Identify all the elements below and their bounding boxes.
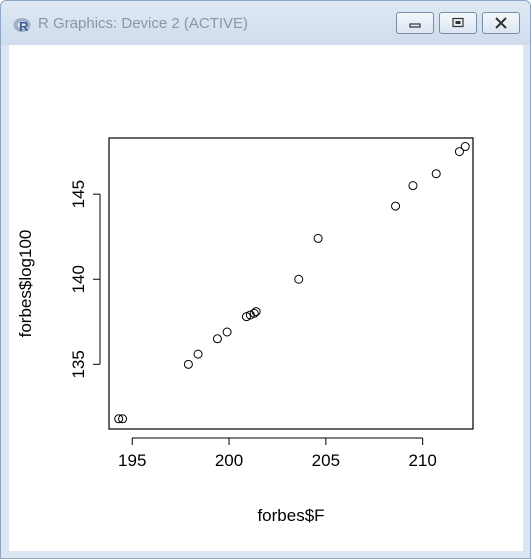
data-point — [454, 147, 464, 157]
y-tick-label: 145 — [69, 180, 88, 208]
minimize-button[interactable] — [396, 12, 434, 34]
data-point — [431, 169, 441, 179]
plot-area: 195 200 205 210 135 140 145 forbes$F forbes$l… — [9, 45, 523, 551]
data-point — [313, 233, 323, 243]
data-points — [114, 142, 470, 424]
data-point — [460, 142, 470, 152]
maximize-button[interactable] — [439, 12, 477, 34]
x-axis: 195 200 205 210 — [118, 437, 437, 470]
data-point — [183, 359, 193, 369]
x-tick-label: 205 — [312, 451, 340, 470]
data-point — [408, 181, 418, 191]
data-point — [222, 327, 232, 337]
y-axis: 135 140 145 — [69, 180, 101, 379]
plot-frame — [108, 137, 474, 430]
data-point — [294, 274, 304, 284]
data-point — [118, 414, 128, 424]
data-point — [391, 201, 401, 211]
data-point — [241, 312, 251, 322]
x-tick-label: 195 — [118, 451, 146, 470]
title-bar[interactable]: R R Graphics: Device 2 (ACTIVE) — [1, 1, 530, 45]
svg-text:R: R — [19, 19, 29, 34]
data-point — [212, 334, 222, 344]
x-tick-label: 200 — [215, 451, 243, 470]
minimize-icon — [409, 23, 421, 28]
window-title: R Graphics: Device 2 (ACTIVE) — [38, 15, 249, 32]
data-point — [114, 414, 124, 424]
x-tick-label: 210 — [408, 451, 436, 470]
x-axis-label: forbes$F — [257, 506, 324, 525]
y-axis-label: forbes$log100 — [16, 230, 35, 338]
r-logo-icon: R — [13, 18, 31, 34]
y-tick-label: 135 — [69, 350, 88, 378]
data-point — [251, 307, 261, 317]
close-icon — [495, 17, 507, 29]
scatter-plot: 195 200 205 210 135 140 145 forbes$F forbes$l… — [16, 137, 474, 525]
y-tick-label: 140 — [69, 265, 88, 293]
maximize-icon — [452, 17, 464, 28]
close-button[interactable] — [482, 12, 520, 34]
data-point — [193, 349, 203, 359]
data-point — [249, 308, 259, 318]
